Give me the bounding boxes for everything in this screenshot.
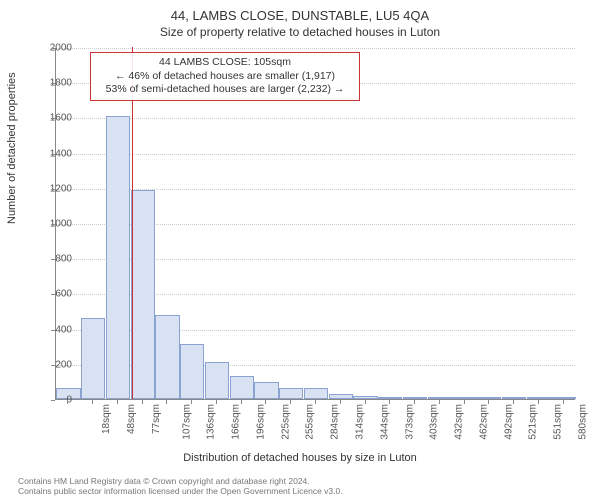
histogram-bar bbox=[254, 382, 278, 399]
histogram-bar bbox=[452, 397, 476, 399]
x-tick-mark bbox=[265, 400, 266, 404]
x-tick-label: 255sqm bbox=[305, 404, 316, 440]
x-tick-label: 373sqm bbox=[404, 404, 415, 440]
histogram-bar bbox=[155, 315, 179, 399]
x-tick-mark bbox=[67, 400, 68, 404]
x-tick-mark bbox=[315, 400, 316, 404]
x-tick-label: 107sqm bbox=[181, 404, 192, 440]
gridline bbox=[56, 154, 575, 155]
histogram-bar bbox=[551, 397, 575, 399]
subtitle: Size of property relative to detached ho… bbox=[0, 23, 600, 39]
y-tick-mark bbox=[51, 83, 55, 84]
y-tick-mark bbox=[51, 330, 55, 331]
chart-container: 44, LAMBS CLOSE, DUNSTABLE, LU5 4QA Size… bbox=[0, 0, 600, 500]
gridline bbox=[56, 48, 575, 49]
annotation-box: 44 LAMBS CLOSE: 105sqm ← 46% of detached… bbox=[90, 52, 360, 101]
histogram-bar bbox=[353, 396, 377, 399]
x-tick-mark bbox=[389, 400, 390, 404]
y-axis-label: Number of detached properties bbox=[6, 72, 18, 224]
y-tick-mark bbox=[51, 294, 55, 295]
histogram-bar bbox=[279, 388, 303, 399]
x-tick-mark bbox=[290, 400, 291, 404]
x-tick-mark bbox=[439, 400, 440, 404]
x-tick-label: 432sqm bbox=[454, 404, 465, 440]
x-tick-label: 166sqm bbox=[231, 404, 242, 440]
x-tick-mark bbox=[414, 400, 415, 404]
x-tick-label: 48sqm bbox=[126, 404, 137, 434]
histogram-bar bbox=[527, 397, 551, 399]
annotation-line1: 44 LAMBS CLOSE: 105sqm bbox=[97, 56, 353, 70]
x-tick-label: 18sqm bbox=[101, 404, 112, 434]
x-tick-label: 344sqm bbox=[379, 404, 390, 440]
x-tick-mark bbox=[563, 400, 564, 404]
histogram-bar bbox=[477, 397, 501, 399]
x-tick-label: 492sqm bbox=[503, 404, 514, 440]
histogram-bar bbox=[502, 397, 526, 399]
y-tick-mark bbox=[51, 154, 55, 155]
histogram-bar bbox=[230, 376, 254, 399]
x-tick-mark bbox=[117, 400, 118, 404]
x-tick-mark bbox=[142, 400, 143, 404]
footer: Contains HM Land Registry data © Crown c… bbox=[18, 476, 343, 496]
x-tick-mark bbox=[166, 400, 167, 404]
annotation-line3: 53% of semi-detached houses are larger (… bbox=[97, 83, 353, 97]
x-tick-mark bbox=[216, 400, 217, 404]
x-axis-label: Distribution of detached houses by size … bbox=[0, 452, 600, 464]
histogram-bar bbox=[131, 190, 155, 399]
x-tick-label: 580sqm bbox=[577, 404, 588, 440]
address-title: 44, LAMBS CLOSE, DUNSTABLE, LU5 4QA bbox=[0, 0, 600, 23]
x-tick-mark bbox=[538, 400, 539, 404]
histogram-bar bbox=[403, 397, 427, 399]
x-tick-label: 314sqm bbox=[355, 404, 366, 440]
gridline bbox=[56, 118, 575, 119]
y-tick-mark bbox=[51, 400, 55, 401]
annotation-line2: ← 46% of detached houses are smaller (1,… bbox=[97, 70, 353, 84]
histogram-bar bbox=[205, 362, 229, 399]
y-tick-mark bbox=[51, 48, 55, 49]
x-tick-mark bbox=[241, 400, 242, 404]
histogram-bar bbox=[329, 394, 353, 399]
histogram-bar bbox=[106, 116, 130, 399]
x-tick-label: 403sqm bbox=[429, 404, 440, 440]
x-tick-mark bbox=[513, 400, 514, 404]
y-tick-mark bbox=[51, 189, 55, 190]
y-tick-mark bbox=[51, 259, 55, 260]
x-tick-label: 551sqm bbox=[553, 404, 564, 440]
x-tick-label: 521sqm bbox=[528, 404, 539, 440]
histogram-bar bbox=[378, 397, 402, 399]
x-tick-label: 284sqm bbox=[330, 404, 341, 440]
x-tick-mark bbox=[92, 400, 93, 404]
x-tick-mark bbox=[464, 400, 465, 404]
x-tick-label: 225sqm bbox=[280, 404, 291, 440]
footer-line1: Contains HM Land Registry data © Crown c… bbox=[18, 476, 343, 486]
x-tick-label: 136sqm bbox=[206, 404, 217, 440]
histogram-bar bbox=[428, 397, 452, 399]
y-tick-mark bbox=[51, 365, 55, 366]
x-tick-mark bbox=[365, 400, 366, 404]
histogram-bar bbox=[304, 388, 328, 399]
x-tick-label: 462sqm bbox=[478, 404, 489, 440]
x-tick-mark bbox=[340, 400, 341, 404]
x-tick-mark bbox=[191, 400, 192, 404]
x-tick-label: 77sqm bbox=[151, 404, 162, 434]
footer-line2: Contains public sector information licen… bbox=[18, 486, 343, 496]
y-tick-mark bbox=[51, 224, 55, 225]
x-tick-label: 196sqm bbox=[256, 404, 267, 440]
histogram-bar bbox=[180, 344, 204, 399]
y-tick-mark bbox=[51, 118, 55, 119]
x-tick-mark bbox=[488, 400, 489, 404]
histogram-bar bbox=[81, 318, 105, 399]
